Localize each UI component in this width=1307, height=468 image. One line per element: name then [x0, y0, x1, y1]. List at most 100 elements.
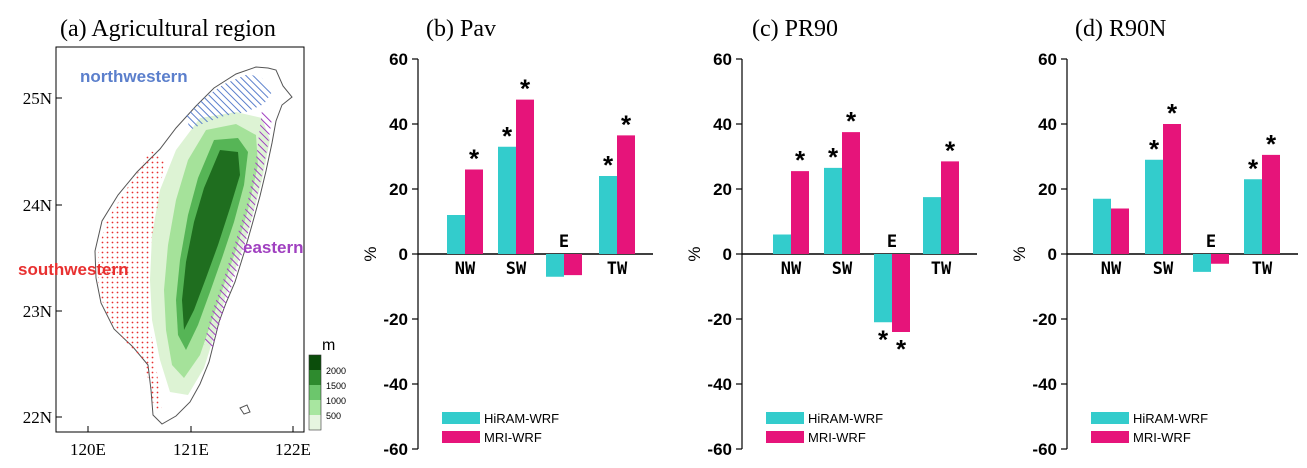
- bar-mri-wrf-sw: [1163, 124, 1181, 254]
- colorbar-swatch-1000: [309, 385, 321, 400]
- y-axis-label: %: [1010, 246, 1029, 261]
- map-frame: [55, 46, 305, 433]
- category-label: SW: [506, 259, 527, 279]
- y-tick-label: 0: [399, 245, 408, 264]
- y-tick-label: -60: [707, 440, 732, 459]
- colorbar-swatch-base: [309, 415, 321, 430]
- y-tick-label: 20: [389, 180, 408, 199]
- bar-hiram-wrf-nw: [773, 234, 791, 254]
- significance-marker: *: [621, 109, 632, 139]
- chart-title: (c) PR90: [752, 16, 838, 42]
- significance-marker: *: [795, 145, 806, 175]
- bar-hiram-wrf-e: [1193, 254, 1211, 272]
- islet: [239, 404, 251, 415]
- y-tick-label: 20: [713, 180, 732, 199]
- bar-mri-wrf-tw: [941, 161, 959, 254]
- southwestern-label: southwestern: [18, 260, 129, 279]
- bar-mri-wrf-sw: [516, 99, 534, 254]
- y-tick-label: 20: [1038, 180, 1057, 199]
- bar-hiram-wrf-e: [546, 254, 564, 277]
- legend-label: HiRAM-WRF: [484, 411, 559, 426]
- northwestern-region: [186, 74, 272, 130]
- bar-mri-wrf-e: [564, 254, 582, 276]
- lon-label-121e: 121E: [173, 440, 209, 459]
- significance-marker: *: [1248, 153, 1259, 183]
- colorbar-tick-2000: 2000: [326, 366, 346, 376]
- bar-mri-wrf-nw: [465, 169, 483, 254]
- y-tick-label: -40: [383, 375, 408, 394]
- colorbar-tick-1500: 1500: [326, 381, 346, 391]
- legend-label: HiRAM-WRF: [1133, 411, 1208, 426]
- y-tick-label: 40: [389, 115, 408, 134]
- lon-label-120e: 120E: [70, 440, 106, 459]
- y-tick-label: -20: [383, 310, 408, 329]
- colorbar-unit: m: [322, 337, 335, 354]
- colorbar-frame: [308, 354, 322, 431]
- y-tick-label: -60: [1032, 440, 1057, 459]
- y-axis-label: %: [361, 246, 380, 261]
- significance-marker: *: [1266, 129, 1277, 159]
- lat-label-25n: 25N: [23, 89, 52, 108]
- lat-label-24n: 24N: [23, 196, 52, 215]
- y-tick-label: 60: [1038, 50, 1057, 69]
- legend-swatch: [442, 431, 480, 443]
- colorbar-swatch-2000: [309, 355, 321, 370]
- significance-marker: *: [502, 121, 513, 151]
- y-tick-label: 40: [713, 115, 732, 134]
- eastern-label: eastern: [243, 238, 303, 257]
- bar-hiram-wrf-e: [874, 254, 892, 323]
- bar-mri-wrf-tw: [617, 135, 635, 254]
- bar-hiram-wrf-tw: [1244, 179, 1262, 254]
- category-label: E: [887, 232, 897, 252]
- legend-label: MRI-WRF: [808, 430, 866, 445]
- bar-mri-wrf-e: [892, 254, 910, 332]
- category-label: NW: [781, 259, 802, 279]
- bar-mri-wrf-tw: [1262, 154, 1280, 254]
- bar-hiram-wrf-tw: [599, 176, 617, 254]
- bar-hiram-wrf-sw: [1145, 159, 1163, 254]
- chart-r90n: (d) R90N6040200-20-40-60%NW**SWE**TWHiRA…: [1010, 16, 1298, 459]
- lat-label-23n: 23N: [23, 302, 52, 321]
- legend-label: MRI-WRF: [484, 430, 542, 445]
- northwestern-label: northwestern: [80, 67, 188, 86]
- y-tick-label: -40: [707, 375, 732, 394]
- category-label: TW: [931, 259, 952, 279]
- significance-marker: *: [1149, 134, 1160, 164]
- terrain-peak: [182, 150, 240, 330]
- eastern-region: [204, 110, 272, 350]
- y-tick-label: -40: [1032, 375, 1057, 394]
- significance-marker: *: [603, 150, 614, 180]
- bar-hiram-wrf-nw: [447, 215, 465, 254]
- category-label: E: [1206, 232, 1216, 252]
- bar-hiram-wrf-nw: [1093, 198, 1111, 254]
- y-tick-label: -20: [1032, 310, 1057, 329]
- significance-marker: *: [520, 74, 531, 104]
- colorbar-tick-1000: 1000: [326, 396, 346, 406]
- lon-label-122e: 122E: [275, 440, 311, 459]
- category-label: NW: [1101, 259, 1122, 279]
- lat-label-22n: 22N: [23, 408, 52, 427]
- colorbar-tick-500: 500: [326, 411, 341, 421]
- legend-swatch: [766, 412, 804, 424]
- bar-hiram-wrf-tw: [923, 197, 941, 254]
- category-label: E: [559, 232, 569, 252]
- lon-axis: 120E 121E 122E: [70, 426, 311, 459]
- bar-mri-wrf-nw: [791, 171, 809, 254]
- legend-label: HiRAM-WRF: [808, 411, 883, 426]
- bar-mri-wrf-e: [1211, 254, 1229, 264]
- significance-marker: *: [945, 135, 956, 165]
- significance-marker: *: [1167, 98, 1178, 128]
- colorbar-swatch-1500: [309, 370, 321, 385]
- category-label: SW: [1153, 259, 1174, 279]
- southwestern-region: [98, 150, 164, 410]
- colorbar-swatch-500: [309, 400, 321, 415]
- category-label: SW: [832, 259, 853, 279]
- legend-label: MRI-WRF: [1133, 430, 1191, 445]
- legend-swatch: [1091, 431, 1129, 443]
- map-title: (a) Agricultural region: [60, 16, 276, 42]
- category-label: NW: [455, 259, 476, 279]
- significance-marker: *: [828, 142, 839, 172]
- bar-mri-wrf-sw: [842, 132, 860, 254]
- y-tick-label: 0: [723, 245, 732, 264]
- significance-marker: *: [878, 324, 889, 354]
